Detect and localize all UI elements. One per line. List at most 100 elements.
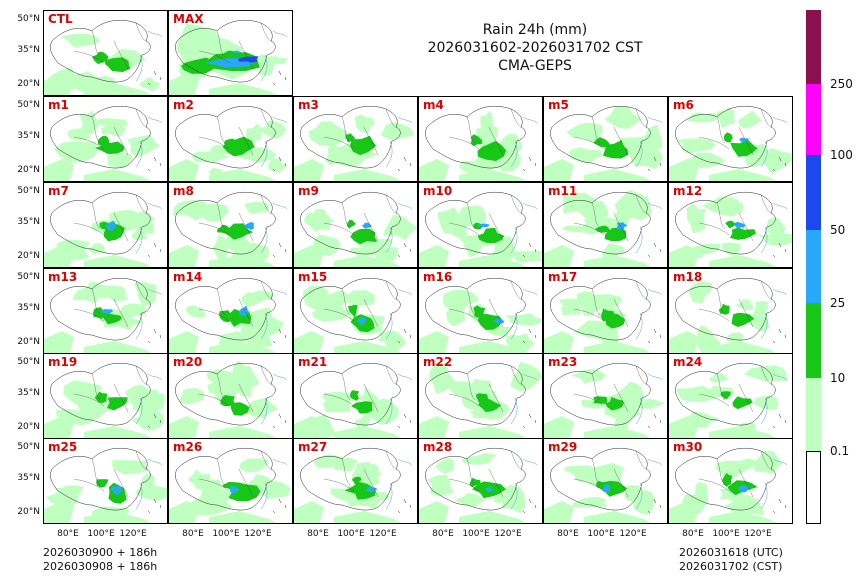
map-panel-m25: m25 xyxy=(43,438,168,524)
map-canvas xyxy=(294,278,413,353)
title-line-1: Rain 24h (mm) xyxy=(482,22,588,38)
panel-label: m18 xyxy=(673,270,703,284)
x-tick-label: 120°E xyxy=(494,529,522,539)
map-panel-m10: m10 xyxy=(418,182,543,268)
x-tick-label: 100°E xyxy=(462,529,490,539)
panel-label: m22 xyxy=(423,355,453,369)
y-tick-label: 35°N xyxy=(17,473,40,483)
map-canvas xyxy=(419,361,542,438)
x-tick-label: 100°E xyxy=(87,529,115,539)
map-panel-m16: m16 xyxy=(418,268,543,354)
footer-right: 2026031618 (UTC) 2026031702 (CST) xyxy=(679,546,783,574)
map-panel-m19: m19 xyxy=(43,353,168,439)
map-panel-m18: m18 xyxy=(668,268,793,354)
colorbar-segment xyxy=(806,84,821,155)
map-title: Rain 24h (mm) 2026031602-2026031702 CST … xyxy=(380,22,690,74)
colorbar-label: 0.1 xyxy=(830,444,850,458)
map-panel-m27: m27 xyxy=(293,438,418,524)
map-canvas xyxy=(544,448,663,523)
panel-label: m19 xyxy=(48,355,78,369)
x-tick-label: 80°E xyxy=(307,529,329,539)
x-tick-label: 100°E xyxy=(587,529,615,539)
map-panel-m20: m20 xyxy=(168,353,293,439)
panel-label: m11 xyxy=(548,184,578,198)
map-panel-ctl: CTL xyxy=(43,10,168,96)
panel-label: m23 xyxy=(548,355,578,369)
x-tick-label: 80°E xyxy=(557,529,579,539)
colorbar-segment xyxy=(806,303,821,378)
map-canvas xyxy=(669,106,792,181)
valid-time-cst: 2026031702 (CST) xyxy=(679,560,783,573)
map-panel-m9: m9 xyxy=(293,182,418,268)
panel-label: CTL xyxy=(48,12,73,26)
map-panel-m4: m4 xyxy=(418,96,543,182)
y-tick-label: 35°N xyxy=(17,217,40,227)
panel-label: m5 xyxy=(548,98,569,112)
map-canvas xyxy=(294,363,413,438)
panel-label: m17 xyxy=(548,270,578,284)
y-tick-label: 35°N xyxy=(17,45,40,55)
map-canvas xyxy=(44,363,166,438)
y-tick-label: 35°N xyxy=(17,388,40,398)
title-line-3: CMA-GEPS xyxy=(498,58,572,74)
panel-label: m26 xyxy=(173,440,203,454)
x-tick-label: 120°E xyxy=(244,529,272,539)
map-canvas xyxy=(169,20,288,95)
panel-label: m4 xyxy=(423,98,444,112)
map-panel-m24: m24 xyxy=(668,353,793,439)
map-panel-m14: m14 xyxy=(168,268,293,354)
map-panel-m21: m21 xyxy=(293,353,418,439)
map-panel-m13: m13 xyxy=(43,268,168,354)
map-canvas xyxy=(44,448,167,523)
map-panel-m30: m30 xyxy=(668,438,793,524)
map-canvas xyxy=(419,106,538,181)
map-panel-m6: m6 xyxy=(668,96,793,182)
map-canvas xyxy=(169,192,288,267)
x-tick-label: 100°E xyxy=(712,529,740,539)
map-canvas xyxy=(669,192,792,267)
map-canvas xyxy=(294,192,417,267)
x-tick-label: 120°E xyxy=(369,529,397,539)
colorbar-label: 25 xyxy=(830,296,846,310)
panel-label: m24 xyxy=(673,355,703,369)
panel-label: m29 xyxy=(548,440,578,454)
map-panel-m3: m3 xyxy=(293,96,418,182)
panel-label: m12 xyxy=(673,184,703,198)
panel-label: m3 xyxy=(298,98,319,112)
y-tick-label: 20°N xyxy=(17,422,40,432)
init-time-utc: 2026030900 + 186h xyxy=(43,546,158,559)
map-panel-m22: m22 xyxy=(418,353,543,439)
panel-label: m27 xyxy=(298,440,328,454)
x-tick-label: 80°E xyxy=(57,529,79,539)
footer-left: 2026030900 + 186h 2026030908 + 186h xyxy=(43,546,157,574)
panel-label: m28 xyxy=(423,440,453,454)
colorbar-segment xyxy=(806,378,821,451)
panel-label: m20 xyxy=(173,355,203,369)
colorbar-segment xyxy=(806,155,821,230)
colorbar-segment xyxy=(806,230,821,303)
colorbar-segment xyxy=(806,451,821,524)
y-tick-label: 50°N xyxy=(17,272,40,282)
panel-label: m1 xyxy=(48,98,69,112)
x-tick-label: 120°E xyxy=(119,529,147,539)
init-time-cst: 2026030908 + 186h xyxy=(43,560,158,573)
map-panel-m12: m12 xyxy=(668,182,793,268)
y-tick-label: 20°N xyxy=(17,251,40,261)
map-canvas xyxy=(544,363,665,438)
panel-label: m9 xyxy=(298,184,319,198)
title-line-2: 2026031602-2026031702 CST xyxy=(427,40,643,56)
panel-label: m21 xyxy=(298,355,328,369)
panel-label: m25 xyxy=(48,440,78,454)
map-canvas xyxy=(169,106,288,181)
panel-label: m2 xyxy=(173,98,194,112)
map-canvas xyxy=(44,278,163,353)
map-canvas xyxy=(669,363,788,438)
x-tick-label: 120°E xyxy=(619,529,647,539)
map-panel-m28: m28 xyxy=(418,438,543,524)
map-canvas xyxy=(544,105,663,181)
map-canvas xyxy=(419,278,542,353)
map-canvas xyxy=(419,192,542,267)
y-tick-label: 50°N xyxy=(17,186,40,196)
map-canvas xyxy=(169,360,288,438)
y-tick-label: 50°N xyxy=(17,357,40,367)
